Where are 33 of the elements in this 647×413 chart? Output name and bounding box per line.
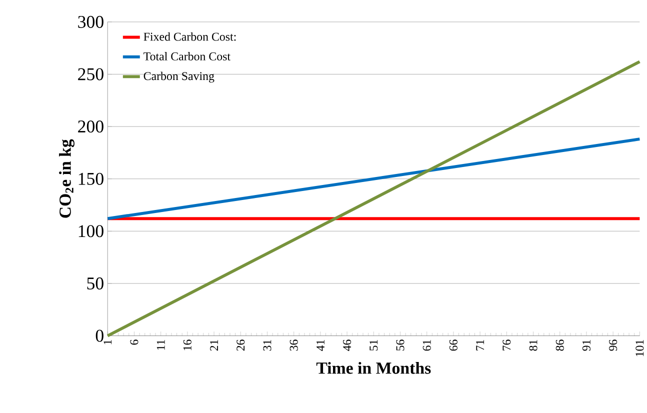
x-tick-label: 51 xyxy=(370,340,378,350)
x-tick-label: 46 xyxy=(343,339,352,351)
y-axis-title: CO$_{2}$e in kg xyxy=(59,139,74,218)
y-tick-label: 50 xyxy=(87,277,104,290)
x-tick-label: 6 xyxy=(130,339,138,344)
x-tick-label: 91 xyxy=(582,340,590,351)
x-tick-label: 36 xyxy=(290,339,298,350)
x-tick-label: 101 xyxy=(636,340,644,356)
y-tick-label: 0 xyxy=(96,330,104,342)
y-tick-label: 250 xyxy=(78,68,104,80)
x-tick-label: 1 xyxy=(104,340,112,344)
x-tick-label: 21 xyxy=(210,340,218,350)
x-tick-label: 61 xyxy=(422,340,431,350)
y-tick-label: 100 xyxy=(78,224,104,237)
x-tick-label: 86 xyxy=(556,339,564,350)
x-tick-label: 26 xyxy=(236,339,245,350)
x-tick-label: 96 xyxy=(609,339,618,351)
x-tick-label: 31 xyxy=(263,340,272,350)
legend-label: Fixed Carbon Cost: xyxy=(144,32,236,41)
x-tick-label: 16 xyxy=(183,339,192,350)
x-tick-label: 81 xyxy=(529,340,538,350)
x-tick-label: 41 xyxy=(316,340,324,351)
x-axis-title: Time in Months xyxy=(316,362,431,374)
x-tick-label: 71 xyxy=(476,340,484,350)
x-tick-label: 56 xyxy=(396,339,404,350)
y-tick-label: 300 xyxy=(78,16,104,28)
x-tick-label: 11 xyxy=(156,340,165,350)
y-tick-label: 200 xyxy=(78,120,104,132)
legend-label: Total Carbon Cost xyxy=(144,52,230,60)
y-tick-label: 150 xyxy=(78,172,104,185)
x-tick-label: 76 xyxy=(502,339,511,350)
legend-label: Carbon Saving xyxy=(144,71,214,82)
x-tick-label: 66 xyxy=(449,339,458,350)
